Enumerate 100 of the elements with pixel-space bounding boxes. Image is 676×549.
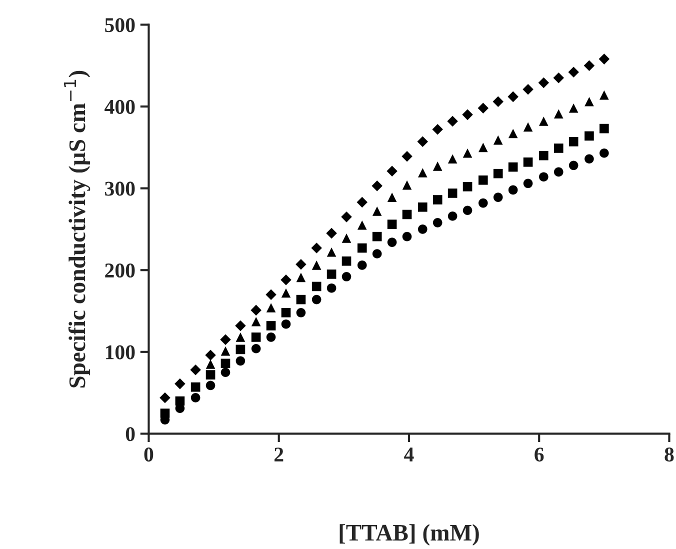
point xyxy=(296,294,306,304)
x-tick-label: 6 xyxy=(534,448,544,462)
point xyxy=(462,148,472,158)
point xyxy=(356,196,368,208)
point xyxy=(508,162,518,172)
point xyxy=(251,332,261,342)
point xyxy=(600,124,609,134)
x-axis-title: [TTAB] (mM) xyxy=(340,524,479,546)
point xyxy=(372,249,382,258)
point xyxy=(251,344,261,354)
point xyxy=(296,259,306,270)
point xyxy=(190,382,200,392)
point xyxy=(553,72,564,84)
point xyxy=(462,182,472,192)
point xyxy=(266,321,276,330)
point xyxy=(432,124,443,135)
point xyxy=(478,175,488,185)
point xyxy=(584,96,594,106)
y-tick-label: 200 xyxy=(105,263,135,278)
point xyxy=(266,332,276,342)
point xyxy=(190,364,201,376)
point xyxy=(387,192,397,202)
point xyxy=(281,319,291,329)
point xyxy=(478,198,488,208)
point xyxy=(523,178,533,188)
point xyxy=(206,360,216,369)
point xyxy=(402,232,412,242)
point xyxy=(312,282,322,292)
point xyxy=(448,211,458,221)
y-tick-label: 300 xyxy=(105,182,135,196)
point xyxy=(478,102,489,114)
point xyxy=(220,346,230,356)
point xyxy=(417,136,428,148)
point xyxy=(508,185,518,195)
point xyxy=(341,212,352,222)
point xyxy=(584,60,595,71)
point xyxy=(447,116,458,127)
point xyxy=(236,356,246,366)
point xyxy=(418,202,428,212)
point xyxy=(539,116,548,126)
point xyxy=(160,392,170,404)
point xyxy=(342,256,352,266)
point xyxy=(342,272,352,282)
point xyxy=(280,274,292,286)
point xyxy=(174,378,186,390)
point xyxy=(523,157,533,167)
point xyxy=(462,109,473,120)
point xyxy=(462,206,472,216)
point xyxy=(432,162,442,171)
point xyxy=(523,122,533,132)
point xyxy=(386,166,398,177)
point xyxy=(493,168,503,178)
point xyxy=(402,180,412,190)
point xyxy=(432,218,442,228)
point xyxy=(554,144,564,153)
point xyxy=(568,66,579,78)
point xyxy=(493,135,503,145)
point xyxy=(312,260,322,270)
y-tick-label: 400 xyxy=(104,100,135,114)
point xyxy=(236,332,246,342)
y-tick-label: 100 xyxy=(106,345,135,360)
point xyxy=(326,247,336,257)
point xyxy=(281,288,291,298)
point xyxy=(387,220,397,229)
x-tick-label: 2 xyxy=(274,448,284,462)
point xyxy=(372,206,382,216)
point xyxy=(206,380,216,390)
point xyxy=(206,370,216,380)
point xyxy=(235,320,246,332)
point xyxy=(448,154,458,164)
point xyxy=(600,90,609,100)
point xyxy=(357,220,367,230)
point xyxy=(220,368,230,378)
point xyxy=(600,148,609,158)
point xyxy=(568,160,578,170)
point xyxy=(418,168,428,178)
point xyxy=(568,103,578,113)
point xyxy=(554,109,564,119)
point xyxy=(357,260,367,270)
point xyxy=(538,77,550,88)
point xyxy=(598,54,610,64)
point xyxy=(205,350,216,361)
point xyxy=(372,232,382,242)
point xyxy=(312,294,322,304)
point xyxy=(326,270,336,279)
y-tick-label: 0 xyxy=(126,427,135,442)
point xyxy=(220,358,230,368)
x-tick-label: 8 xyxy=(664,448,674,462)
point xyxy=(281,308,291,318)
x-tick-label: 4 xyxy=(404,448,414,462)
point xyxy=(539,172,548,182)
point xyxy=(418,224,428,234)
point xyxy=(342,234,352,243)
point xyxy=(296,308,306,318)
point xyxy=(584,154,594,164)
point xyxy=(357,243,367,253)
point xyxy=(266,303,276,312)
point xyxy=(402,210,412,220)
point xyxy=(372,180,382,192)
point xyxy=(508,91,518,102)
